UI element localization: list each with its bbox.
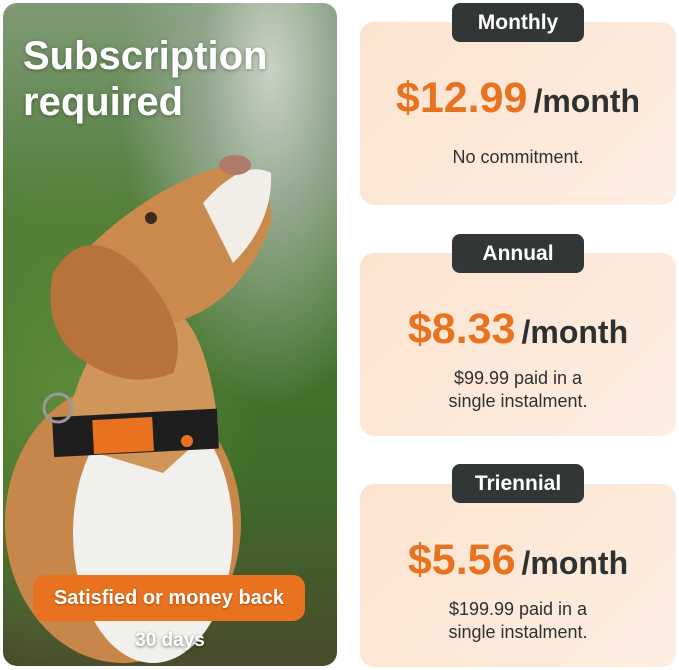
dog-nose [219,155,251,175]
note-line-1: $99.99 paid in a [453,368,583,388]
plan-price: $5.56/month [360,536,676,585]
plan-card-monthly[interactable]: $12.99/month No commitment. [360,22,676,205]
note-line-2: single instalment. [448,391,588,411]
plan-price: $8.33/month [360,305,676,354]
price-period: /month [533,83,641,119]
note-line-2: single instalment. [448,622,588,642]
plan-note: $199.99 paid in a single instalment. [360,598,676,644]
plan-note: $99.99 paid in a single instalment. [360,367,676,413]
hero-title: Subscription required [23,33,267,125]
dog-ear [50,245,178,380]
price-amount: $12.99 [395,74,528,122]
plan-note: No commitment. [360,146,676,169]
plan-badge-triennial: Triennial [452,464,584,503]
price-amount: $8.33 [407,305,516,353]
plan-card-annual[interactable]: $8.33/month $99.99 paid in a single insta… [360,253,676,436]
plan-card-triennial[interactable]: $5.56/month $199.99 paid in a single inst… [360,484,676,667]
collar-ring [42,392,74,424]
plan-badge-annual: Annual [452,234,584,273]
note-line-1: No commitment. [452,147,584,167]
plan-price: $12.99/month [360,74,676,123]
dog-eye [145,212,157,224]
guarantee-period: 30 days [135,630,205,651]
note-line-1: $199.99 paid in a [448,599,588,619]
price-amount: $5.56 [407,536,516,584]
dog-photo: Subscription required Satisfied or money… [3,3,337,666]
tracker-button [181,435,193,447]
guarantee-badge: Satisfied or money back [33,575,305,621]
title-line-2: required [23,80,184,124]
title-line-1: Subscription [23,34,268,78]
dog-muzzle [203,169,272,263]
plan-badge-monthly: Monthly [452,3,584,42]
price-period: /month [521,545,629,581]
price-period: /month [521,314,629,350]
collar-strap [92,416,154,455]
